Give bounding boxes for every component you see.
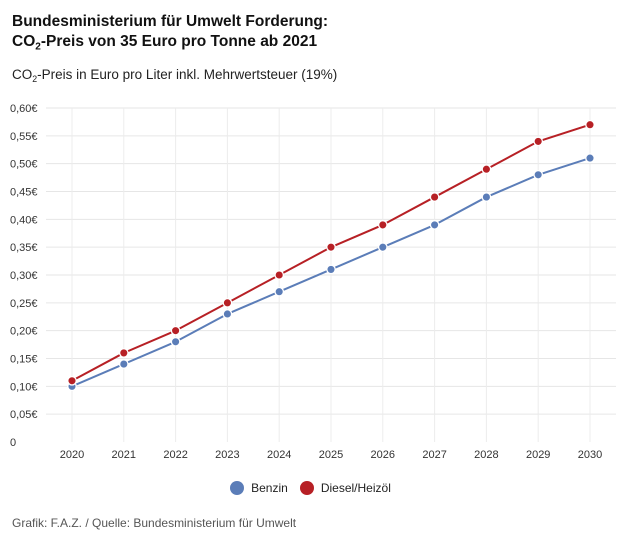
legend: Benzin Diesel/Heizöl xyxy=(0,481,621,495)
y-tick-label: 0,50€ xyxy=(10,159,38,171)
data-point-diesel-heiz-l xyxy=(585,119,595,130)
chart-title-line1: Bundesministerium für Umwelt Forderung: xyxy=(12,13,329,30)
source-note: Grafik: F.A.Z. / Quelle: Bundesministeri… xyxy=(12,516,297,530)
data-point-benzin xyxy=(222,309,233,319)
y-tick-label: 0,35€ xyxy=(10,242,38,254)
y-tick-label: 0,60€ xyxy=(10,103,38,115)
y-tick-label: 0,20€ xyxy=(10,326,38,338)
legend-label-benzin: Benzin xyxy=(251,481,288,495)
x-tick-label: 2022 xyxy=(163,449,187,461)
x-tick-label: 2020 xyxy=(60,449,84,461)
x-tick-label: 2027 xyxy=(422,449,446,461)
y-tick-label: 0,45€ xyxy=(10,187,38,199)
data-point-diesel-heiz-l xyxy=(170,325,181,336)
x-tick-label: 2024 xyxy=(267,449,291,461)
y-tick-label: 0 xyxy=(10,437,16,449)
data-point-diesel-heiz-l xyxy=(481,164,492,175)
legend-swatch-benzin xyxy=(230,481,245,495)
data-point-diesel-heiz-l xyxy=(118,348,129,358)
subtitle-co-subscript: 2 xyxy=(32,74,38,85)
data-point-diesel-heiz-l xyxy=(274,270,285,280)
grid-lines xyxy=(46,107,616,442)
x-tick-label: 2023 xyxy=(215,449,239,461)
data-point-diesel-heiz-l xyxy=(429,192,440,202)
data-point-diesel-heiz-l xyxy=(67,375,77,386)
chart-title: Bundesministerium für Umwelt Forderung: … xyxy=(12,12,612,52)
y-tick-label: 0,05€ xyxy=(10,409,38,421)
x-tick-label: 2028 xyxy=(474,449,498,461)
subtitle-co: CO xyxy=(12,67,33,82)
data-point-diesel-heiz-l xyxy=(377,220,388,230)
data-point-benzin xyxy=(170,336,181,347)
title-co-subscript: 2 xyxy=(35,41,41,53)
data-point-benzin xyxy=(481,192,492,202)
chart-subtitle: CO2-Preis in Euro pro Liter inkl. Mehrwe… xyxy=(12,66,612,84)
data-point-benzin xyxy=(377,242,388,253)
legend-label-diesel: Diesel/Heizöl xyxy=(320,481,391,495)
data-point-benzin xyxy=(326,264,336,275)
y-tick-label: 0,40€ xyxy=(10,214,38,226)
x-tick-label: 2025 xyxy=(319,449,343,461)
chart-title-line2: CO2-Preis von 35 Euro pro Tonne ab 2021 xyxy=(12,32,612,52)
data-point-diesel-heiz-l xyxy=(326,242,336,253)
subtitle-rest: -Preis in Euro pro Liter inkl. Mehrwerts… xyxy=(37,67,338,82)
series-layer xyxy=(67,119,595,392)
data-point-diesel-heiz-l xyxy=(222,297,233,308)
line-chart: 0 0,05€ 0,10€ 0,15€ 0,20€ 0,25€ 0,30€ 0,35€ 0,40… xyxy=(10,103,616,461)
x-tick-label: 2030 xyxy=(578,449,602,461)
y-axis-ticks: 0 0,05€ 0,10€ 0,15€ 0,20€ 0,25€ 0,30€ 0,35€ 0,40… xyxy=(10,103,38,449)
x-tick-label: 2029 xyxy=(526,449,550,461)
x-axis-ticks: 2020 2021 2022 2023 2024 2025 2026 2027 2028 2029… xyxy=(60,449,602,461)
data-point-benzin xyxy=(533,169,544,180)
y-tick-label: 0,10€ xyxy=(10,381,38,393)
title-rest: -Preis von 35 Euro pro Tonne ab 2021 xyxy=(40,33,318,50)
data-point-benzin xyxy=(118,359,129,369)
y-tick-label: 0,30€ xyxy=(10,270,38,282)
data-point-diesel-heiz-l xyxy=(533,136,544,147)
legend-swatch-diesel xyxy=(299,481,314,495)
legend-item-diesel[interactable]: Diesel/Heizöl xyxy=(299,481,391,495)
y-tick-label: 0,25€ xyxy=(10,298,38,310)
title-co: CO xyxy=(12,33,36,50)
legend-item-benzin[interactable]: Benzin xyxy=(230,481,288,495)
data-point-benzin xyxy=(429,220,440,230)
y-tick-label: 0,15€ xyxy=(10,354,38,366)
data-point-benzin xyxy=(274,286,285,297)
x-tick-label: 2021 xyxy=(112,449,136,461)
data-point-benzin xyxy=(585,153,595,163)
x-tick-label: 2026 xyxy=(371,449,395,461)
y-tick-label: 0,55€ xyxy=(10,131,38,143)
